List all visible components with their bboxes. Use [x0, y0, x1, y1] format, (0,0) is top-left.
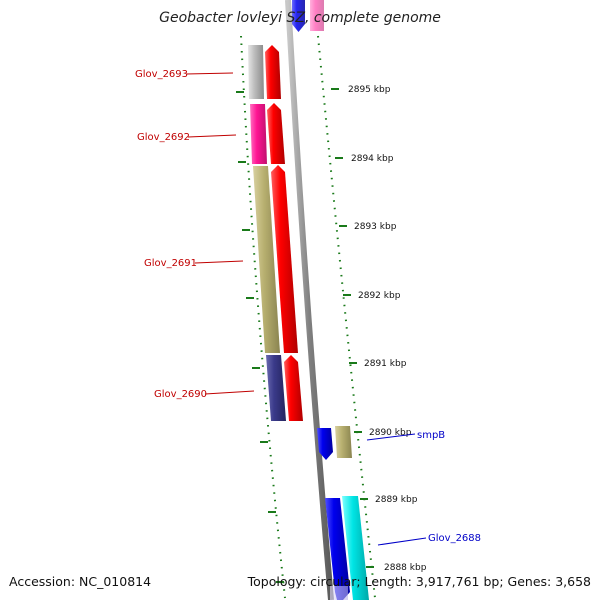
tick-label-2894: 2894 kbp — [351, 154, 394, 164]
gene-top-pink-partial — [310, 0, 324, 31]
tick-marks — [331, 88, 374, 568]
gene-top-blue-partial — [292, 0, 305, 32]
gene-Glov_2692-arrow — [267, 103, 285, 164]
gene-Glov_2690-block — [266, 355, 286, 421]
gene-Glov_2691-block — [253, 166, 280, 353]
tick-label-2889: 2889 kbp — [375, 495, 418, 505]
topology-text: Topology: circular; Length: 3,917,761 bp… — [247, 574, 591, 589]
gene-label-Glov_2693: Glov_2693 — [135, 69, 188, 80]
gene-label-Glov_2690: Glov_2690 — [154, 389, 207, 400]
gene-bottom-lavender-partial — [330, 586, 348, 600]
gene-label-Glov_2692: Glov_2692 — [137, 132, 190, 143]
tick-label-2893: 2893 kbp — [354, 222, 397, 232]
gene-label-Glov_2691: Glov_2691 — [144, 258, 197, 269]
label-leaders-blue — [366, 433, 427, 546]
tick-label-2888: 2888 kbp — [384, 563, 427, 573]
gene-Glov_2692-block — [250, 104, 267, 164]
label-leaders-red — [185, 72, 255, 395]
tick-label-2890: 2890 kbp — [369, 428, 412, 438]
map-title: Geobacter lovleyi SZ, complete genome — [159, 10, 441, 26]
accession-text: Accession: NC_010814 — [9, 574, 151, 589]
gene-smpB-block — [335, 426, 352, 458]
left-rail-ticks — [236, 91, 284, 583]
tick-label-2892: 2892 kbp — [358, 291, 401, 301]
gene-Glov_2691-arrow — [271, 165, 298, 353]
tick-label-2891: 2891 kbp — [364, 359, 407, 369]
gene-Glov_2693-block — [248, 45, 264, 99]
genome-backbone — [285, 0, 334, 600]
gene-label-smpB: smpB — [417, 430, 445, 441]
gene-Glov_2690-arrow — [284, 355, 303, 421]
tick-label-2895: 2895 kbp — [348, 85, 391, 95]
gene-Glov_2688-block — [342, 496, 369, 600]
gene-smpB-arrow — [317, 428, 333, 460]
gene-Glov_2688-arrow — [325, 498, 350, 600]
gene-label-Glov_2688: Glov_2688 — [428, 533, 481, 544]
gene-Glov_2693-arrow — [265, 45, 281, 99]
